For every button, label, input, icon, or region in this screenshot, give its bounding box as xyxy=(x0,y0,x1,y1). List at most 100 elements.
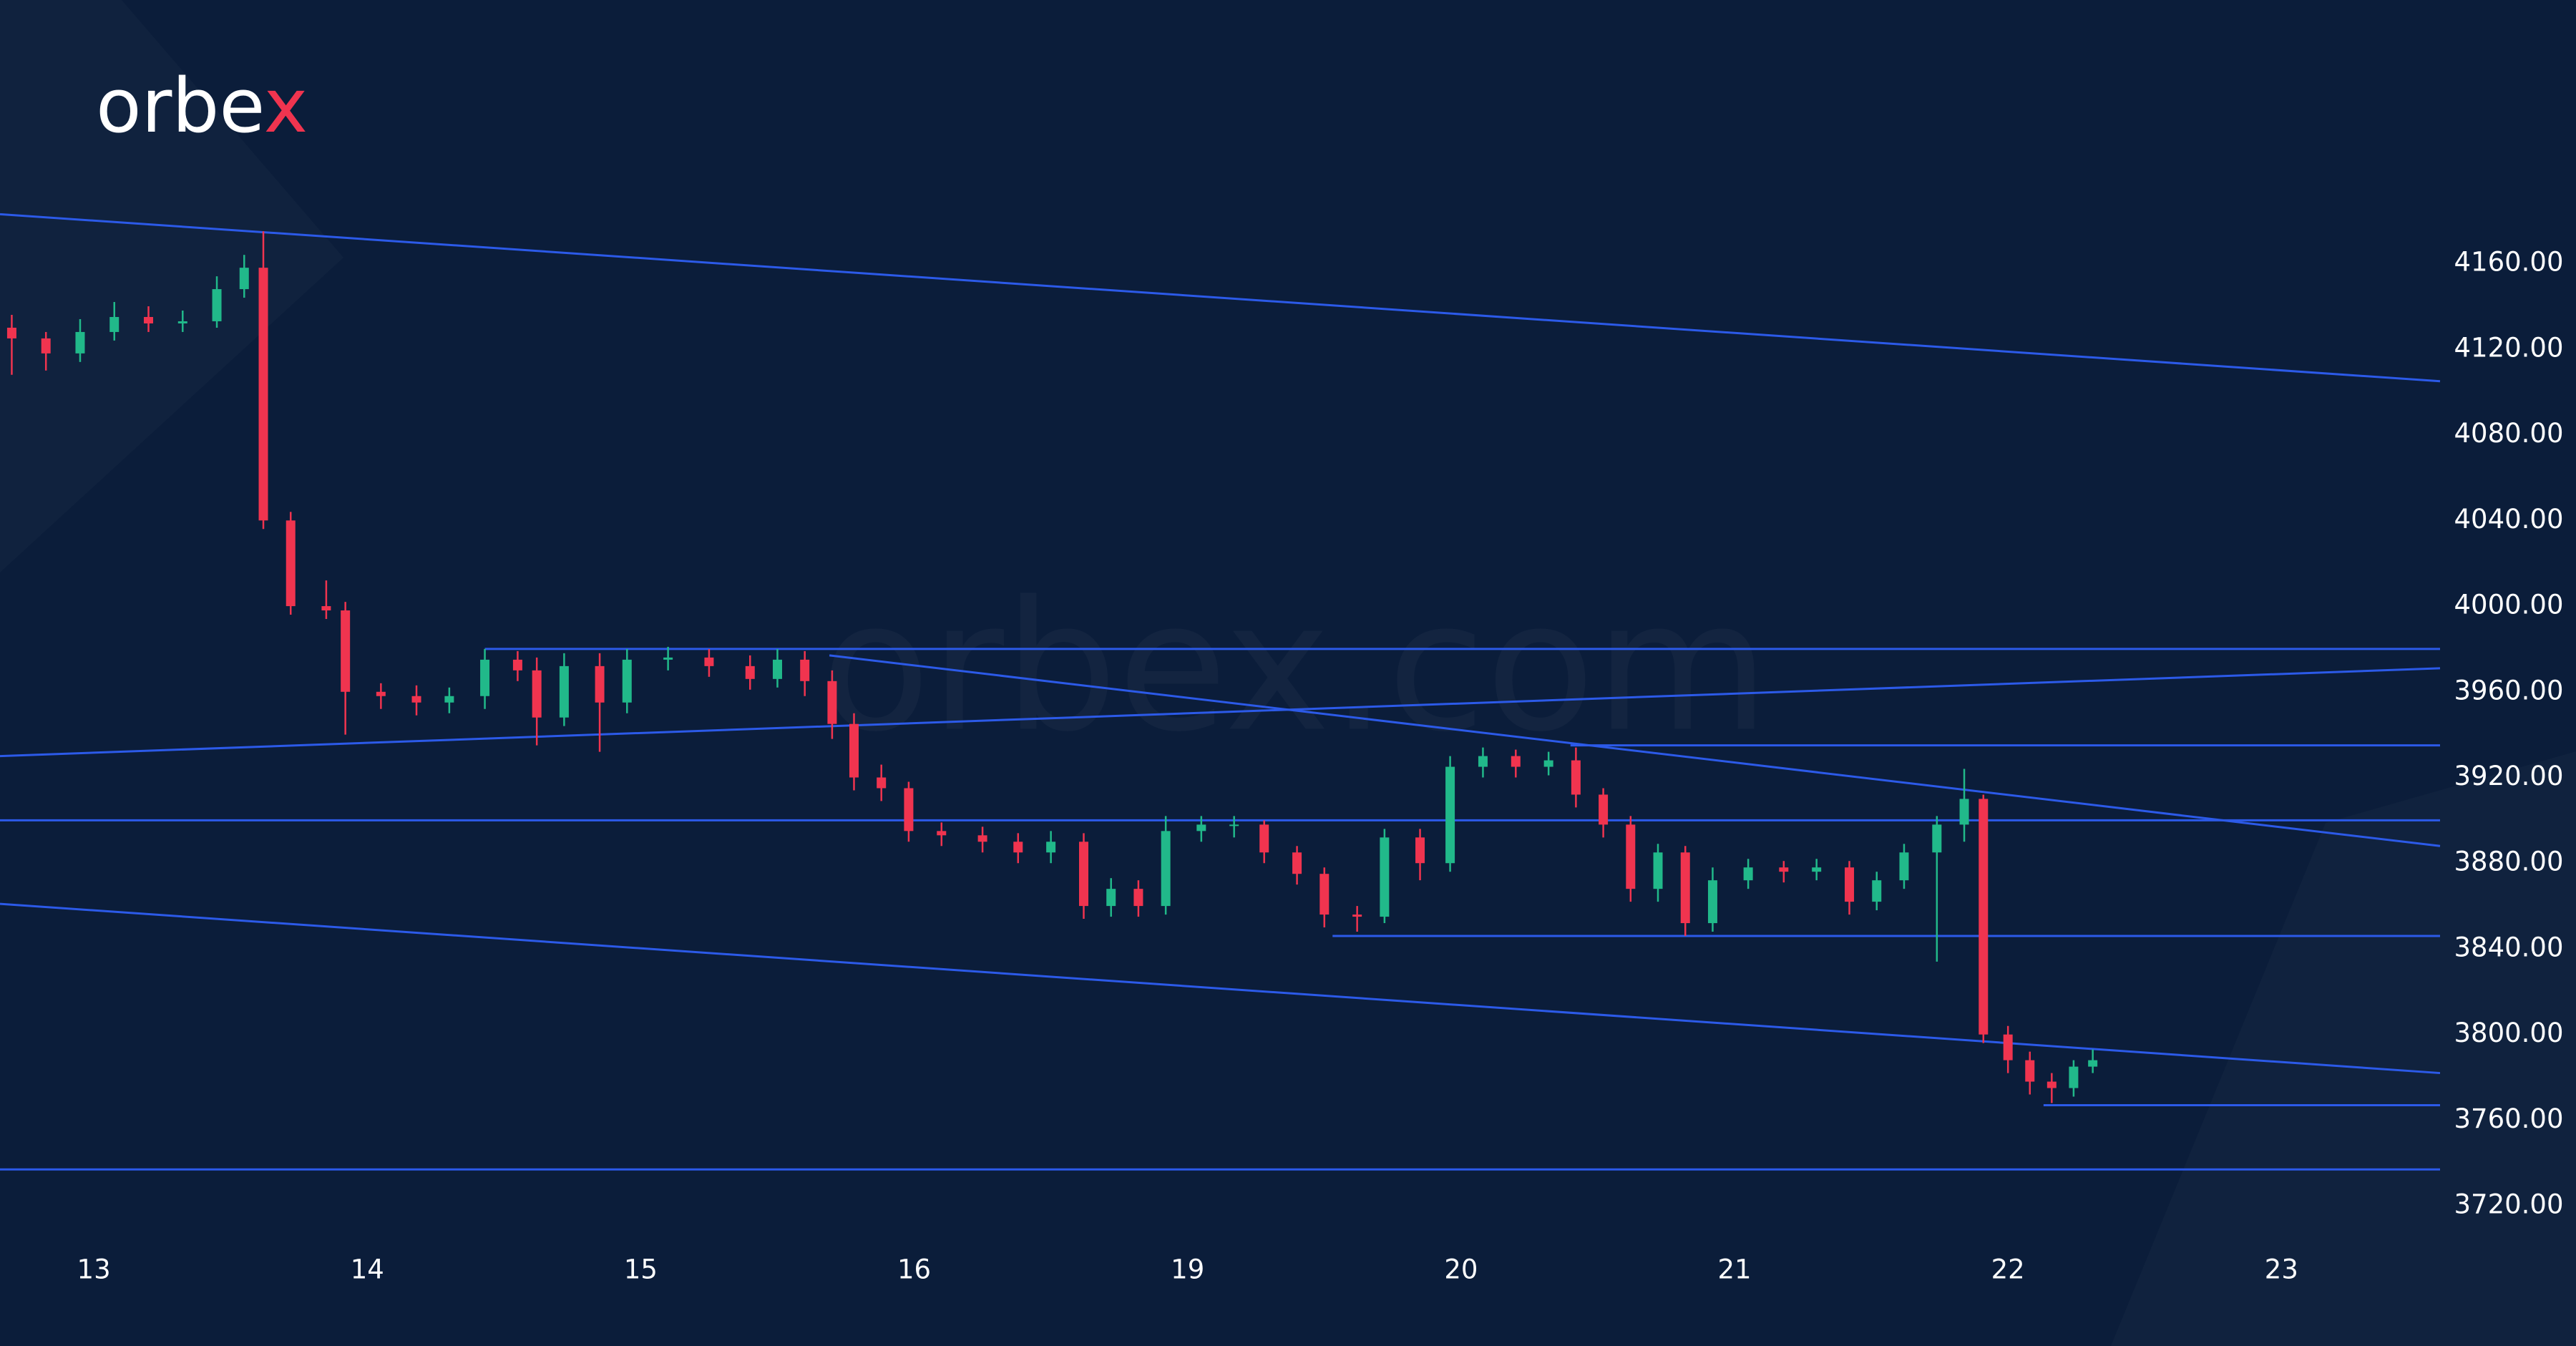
trend-line xyxy=(0,213,2441,383)
candle-body xyxy=(1229,824,1239,826)
x-tick-label: 20 xyxy=(1444,1254,1478,1285)
candle-body xyxy=(258,268,268,521)
candle-body xyxy=(1380,837,1390,917)
logo-main: orbe xyxy=(96,62,264,150)
candle-body xyxy=(1161,831,1171,907)
candle-body xyxy=(1292,852,1302,874)
candle-body xyxy=(1259,824,1269,853)
logo: orbex xyxy=(96,62,308,150)
candle-body xyxy=(532,670,542,718)
candle-body xyxy=(663,657,673,660)
y-tick-label: 3960.00 xyxy=(2454,675,2563,706)
logo-accent: x xyxy=(264,62,308,150)
y-tick-label: 4120.00 xyxy=(2454,332,2563,363)
candle-body xyxy=(1571,760,1581,795)
candle-body xyxy=(849,723,859,778)
candle-body xyxy=(1478,756,1488,767)
candle-body xyxy=(75,331,85,353)
candle-body xyxy=(2088,1060,2098,1067)
candle-body xyxy=(212,289,222,321)
candle-body xyxy=(1653,852,1663,889)
candle-body xyxy=(704,657,714,666)
plot-area: 3720.00 3760.00 3800.00 3840.00 3880.00 3920.… xyxy=(0,213,2564,1285)
y-tick-label: 3760.00 xyxy=(2454,1103,2563,1134)
trend-line xyxy=(0,902,2441,1075)
candle-body xyxy=(2069,1066,2079,1088)
candle-body xyxy=(444,696,454,703)
y-tick-label: 4000.00 xyxy=(2454,590,2563,620)
candle-body xyxy=(1932,824,1942,853)
candle-body xyxy=(286,520,296,607)
candle-body xyxy=(109,316,119,332)
candle-body xyxy=(1979,799,1989,1035)
candle-body xyxy=(1078,842,1088,907)
y-tick-label: 3920.00 xyxy=(2454,761,2563,791)
y-tick-label: 3800.00 xyxy=(2454,1018,2563,1048)
x-tick-label: 16 xyxy=(897,1254,931,1285)
candle-body xyxy=(2003,1034,2013,1060)
candle-body xyxy=(341,610,351,692)
candle-body xyxy=(1415,837,1425,864)
y-tick-label: 4160.00 xyxy=(2454,247,2563,278)
y-tick-label: 4040.00 xyxy=(2454,504,2563,535)
candle-body xyxy=(1743,867,1753,881)
candle-body xyxy=(622,659,632,703)
x-tick-label: 22 xyxy=(1991,1254,2025,1285)
candle-body xyxy=(1046,842,1056,853)
candle-body xyxy=(480,659,490,696)
candle-body xyxy=(1845,867,1855,902)
candle-body xyxy=(1872,880,1882,902)
candle-body xyxy=(904,788,914,832)
candle-body xyxy=(376,691,386,696)
candle-body xyxy=(1133,889,1143,907)
trend-line xyxy=(829,654,2441,847)
candle-body xyxy=(1106,889,1116,907)
candle-body xyxy=(595,665,605,703)
candle-body xyxy=(977,835,987,842)
candle-body xyxy=(1599,794,1609,825)
candle-body xyxy=(2025,1060,2035,1082)
candle-body xyxy=(1812,867,1822,872)
candle-body xyxy=(411,696,421,703)
candle-body xyxy=(6,327,16,338)
candle-body xyxy=(937,831,947,836)
y-tick-label: 3720.00 xyxy=(2454,1189,2563,1220)
candle-body xyxy=(1352,915,1362,917)
candle-body xyxy=(2046,1081,2057,1088)
candle-body xyxy=(877,777,887,789)
x-tick-label: 13 xyxy=(77,1254,111,1285)
candle-body xyxy=(1680,852,1690,924)
candle-body xyxy=(1779,867,1789,872)
candle-body xyxy=(41,338,51,353)
candle-body xyxy=(1899,852,1909,881)
candle-body xyxy=(1543,760,1553,767)
candle-body xyxy=(800,659,810,681)
candle-body xyxy=(144,316,154,323)
candle-body xyxy=(772,659,782,679)
candle-body xyxy=(827,681,837,724)
y-tick-label: 4080.00 xyxy=(2454,418,2563,449)
x-tick-label: 19 xyxy=(1171,1254,1204,1285)
candle-body xyxy=(1707,880,1717,924)
trend-line xyxy=(0,667,2441,758)
x-tick-label: 14 xyxy=(351,1254,384,1285)
candle-body xyxy=(559,665,569,718)
candle-body xyxy=(1511,756,1521,767)
candle-body xyxy=(745,665,755,679)
candle-body xyxy=(1626,824,1636,889)
candle-body xyxy=(1013,842,1023,853)
candle-body xyxy=(1959,799,1969,825)
x-tick-label: 15 xyxy=(624,1254,658,1285)
candle-body xyxy=(1319,874,1330,915)
x-tick-label: 21 xyxy=(1717,1254,1751,1285)
candle-body xyxy=(177,321,187,323)
candle-body xyxy=(321,606,331,611)
x-tick-label: 23 xyxy=(2265,1254,2298,1285)
y-tick-label: 3880.00 xyxy=(2454,847,2563,877)
candle-body xyxy=(239,268,249,290)
candle-body xyxy=(1445,766,1455,864)
watermark: orbex.com xyxy=(821,562,1769,771)
